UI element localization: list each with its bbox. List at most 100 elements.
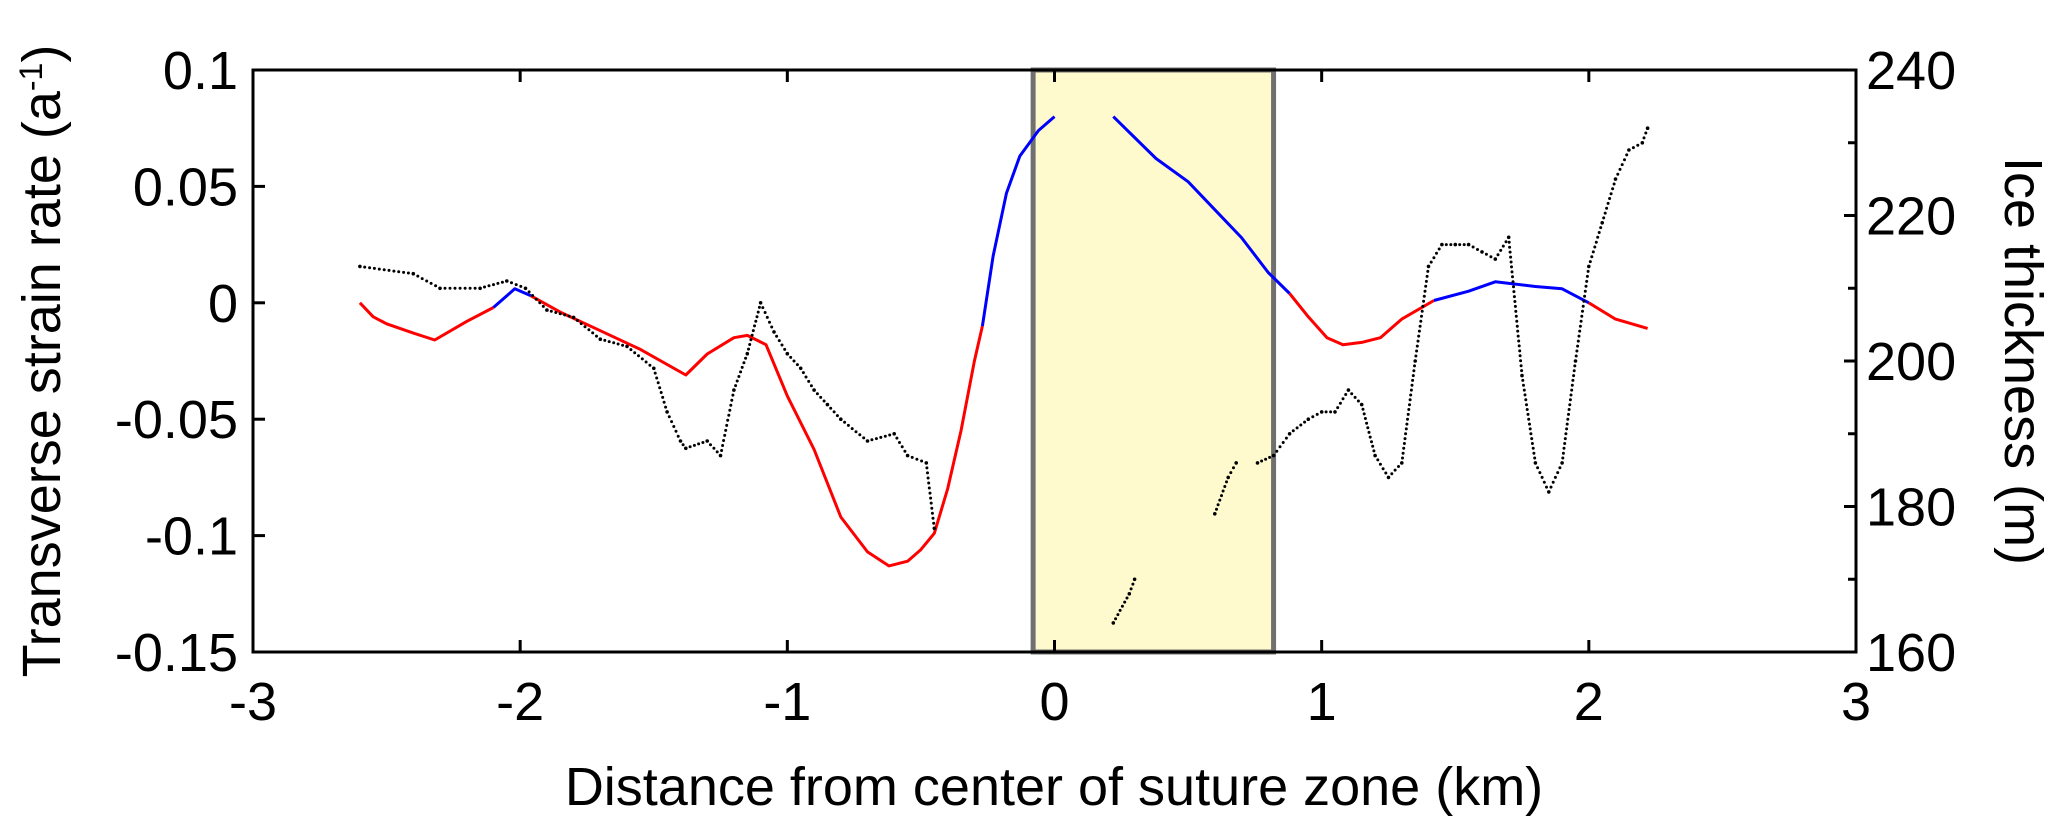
ice-thickness-dot <box>1518 354 1522 358</box>
ice-thickness-point <box>1520 373 1524 378</box>
ice-thickness-dot <box>633 351 637 355</box>
ice-thickness-point <box>1255 461 1260 465</box>
ice-thickness-dot <box>500 280 504 284</box>
ice-thickness-dot <box>1561 451 1565 455</box>
y-left-tick-label: -0.05 <box>115 390 238 450</box>
ice-thickness-dot <box>1329 410 1333 414</box>
ice-thickness-dot <box>783 347 787 351</box>
ice-thickness-dot <box>1569 393 1573 397</box>
x-tick-label: 1 <box>1307 672 1337 732</box>
ice-thickness-dot <box>709 443 712 447</box>
ice-thickness-point <box>505 279 509 283</box>
ice-thickness-dot <box>750 333 754 337</box>
ice-thickness-dot <box>809 384 813 388</box>
ice-thickness-dot <box>1404 432 1408 436</box>
ice-thickness-dot <box>1512 290 1516 294</box>
ice-thickness-dot <box>538 301 542 305</box>
ice-thickness-point <box>772 330 776 334</box>
ice-thickness-dot <box>777 339 781 343</box>
ice-thickness-dot <box>674 429 678 433</box>
ice-thickness-dot <box>1489 255 1493 259</box>
ice-thickness-point <box>1533 461 1538 465</box>
ice-thickness-point <box>1226 475 1230 480</box>
ice-thickness-dot <box>1410 383 1414 387</box>
ice-thickness-dot <box>737 375 741 378</box>
ice-thickness-point <box>625 344 629 349</box>
ice-thickness-dot <box>723 433 727 437</box>
ice-thickness-dot <box>1578 324 1582 328</box>
ice-thickness-dot <box>1511 275 1514 279</box>
ice-thickness-dot <box>519 284 523 288</box>
ice-thickness-dot <box>1590 255 1594 259</box>
ice-thickness-point <box>523 286 528 291</box>
ice-thickness-dot <box>487 284 491 288</box>
ice-thickness-dot <box>1514 314 1518 318</box>
ice-thickness-point <box>1413 359 1417 363</box>
ice-thickness-dot <box>748 343 752 346</box>
ice-thickness-dot <box>1561 456 1565 460</box>
ice-thickness-point <box>1400 461 1404 465</box>
ice-thickness-dot <box>1576 339 1580 343</box>
ice-thickness-dot <box>795 363 799 367</box>
ice-thickness-dot <box>640 357 644 361</box>
ice-thickness-dot <box>1221 489 1225 493</box>
ice-thickness-dot <box>1584 284 1588 288</box>
ice-thickness-dot <box>1612 182 1616 186</box>
ice-thickness-dot <box>1403 437 1407 441</box>
ice-thickness-dot <box>621 343 625 347</box>
ice-thickness-point <box>924 461 929 465</box>
ice-thickness-dot <box>1556 471 1560 475</box>
ice-thickness-dot <box>757 305 761 309</box>
ice-thickness-dot <box>1572 374 1576 378</box>
ice-thickness-dot <box>473 286 477 290</box>
ice-thickness-dot <box>1435 251 1438 255</box>
ice-thickness-dot <box>1223 485 1227 488</box>
ice-thickness-dot <box>1519 364 1523 368</box>
ice-thickness-point <box>1373 453 1377 458</box>
ice-thickness-dot <box>397 270 401 274</box>
ice-thickness-dot <box>1295 426 1299 430</box>
ice-thickness-dot <box>1499 248 1503 252</box>
ice-thickness-dot <box>1458 243 1462 247</box>
ice-thickness-dot <box>910 455 914 459</box>
strain-rate-line-2 <box>530 294 984 568</box>
ice-thickness-dot <box>1528 422 1531 426</box>
ice-thickness-dot <box>644 360 648 364</box>
ice-thickness-point <box>1587 264 1591 269</box>
ice-thickness-trace-3 <box>1255 126 1650 494</box>
ice-thickness-dot <box>616 342 620 346</box>
ice-thickness-dot <box>1264 457 1268 461</box>
ice-thickness-dot <box>429 281 433 285</box>
strain-rate-line-6 <box>1433 280 1590 305</box>
ice-thickness-dot <box>1409 388 1413 392</box>
ice-thickness-point <box>745 351 750 356</box>
ice-thickness-dot <box>775 334 779 338</box>
ice-thickness-dot <box>929 496 933 500</box>
ice-thickness-dot <box>1370 440 1373 444</box>
ice-thickness-dot <box>425 279 429 283</box>
ice-thickness-dot <box>751 329 755 333</box>
ice-thickness-dot <box>724 428 728 432</box>
strain-rate-line-3 <box>980 115 1056 327</box>
ice-thickness-dot <box>804 375 808 379</box>
ice-thickness-dot <box>1371 444 1375 448</box>
ice-thickness-dot <box>1516 334 1520 338</box>
ice-thickness-dot <box>1393 468 1397 472</box>
ice-thickness-point <box>1234 461 1238 465</box>
ice-thickness-dot <box>832 410 836 414</box>
ice-thickness-dot <box>854 430 858 434</box>
ice-thickness-dot <box>1229 471 1233 475</box>
y-left-tick-label: -0.15 <box>115 623 238 683</box>
ice-thickness-dot <box>591 331 595 335</box>
ice-thickness-dot <box>1390 472 1394 476</box>
strain-rate-line-5 <box>1288 292 1435 347</box>
ice-thickness-dot <box>1125 596 1129 600</box>
ice-thickness-point <box>678 439 683 443</box>
ice-thickness-point <box>718 453 723 458</box>
ice-thickness-dot <box>1411 378 1415 382</box>
ice-thickness-dot <box>1476 248 1479 251</box>
ice-thickness-dot <box>1566 417 1570 421</box>
ice-thickness-point <box>571 315 576 320</box>
ice-thickness-dot <box>468 286 472 290</box>
